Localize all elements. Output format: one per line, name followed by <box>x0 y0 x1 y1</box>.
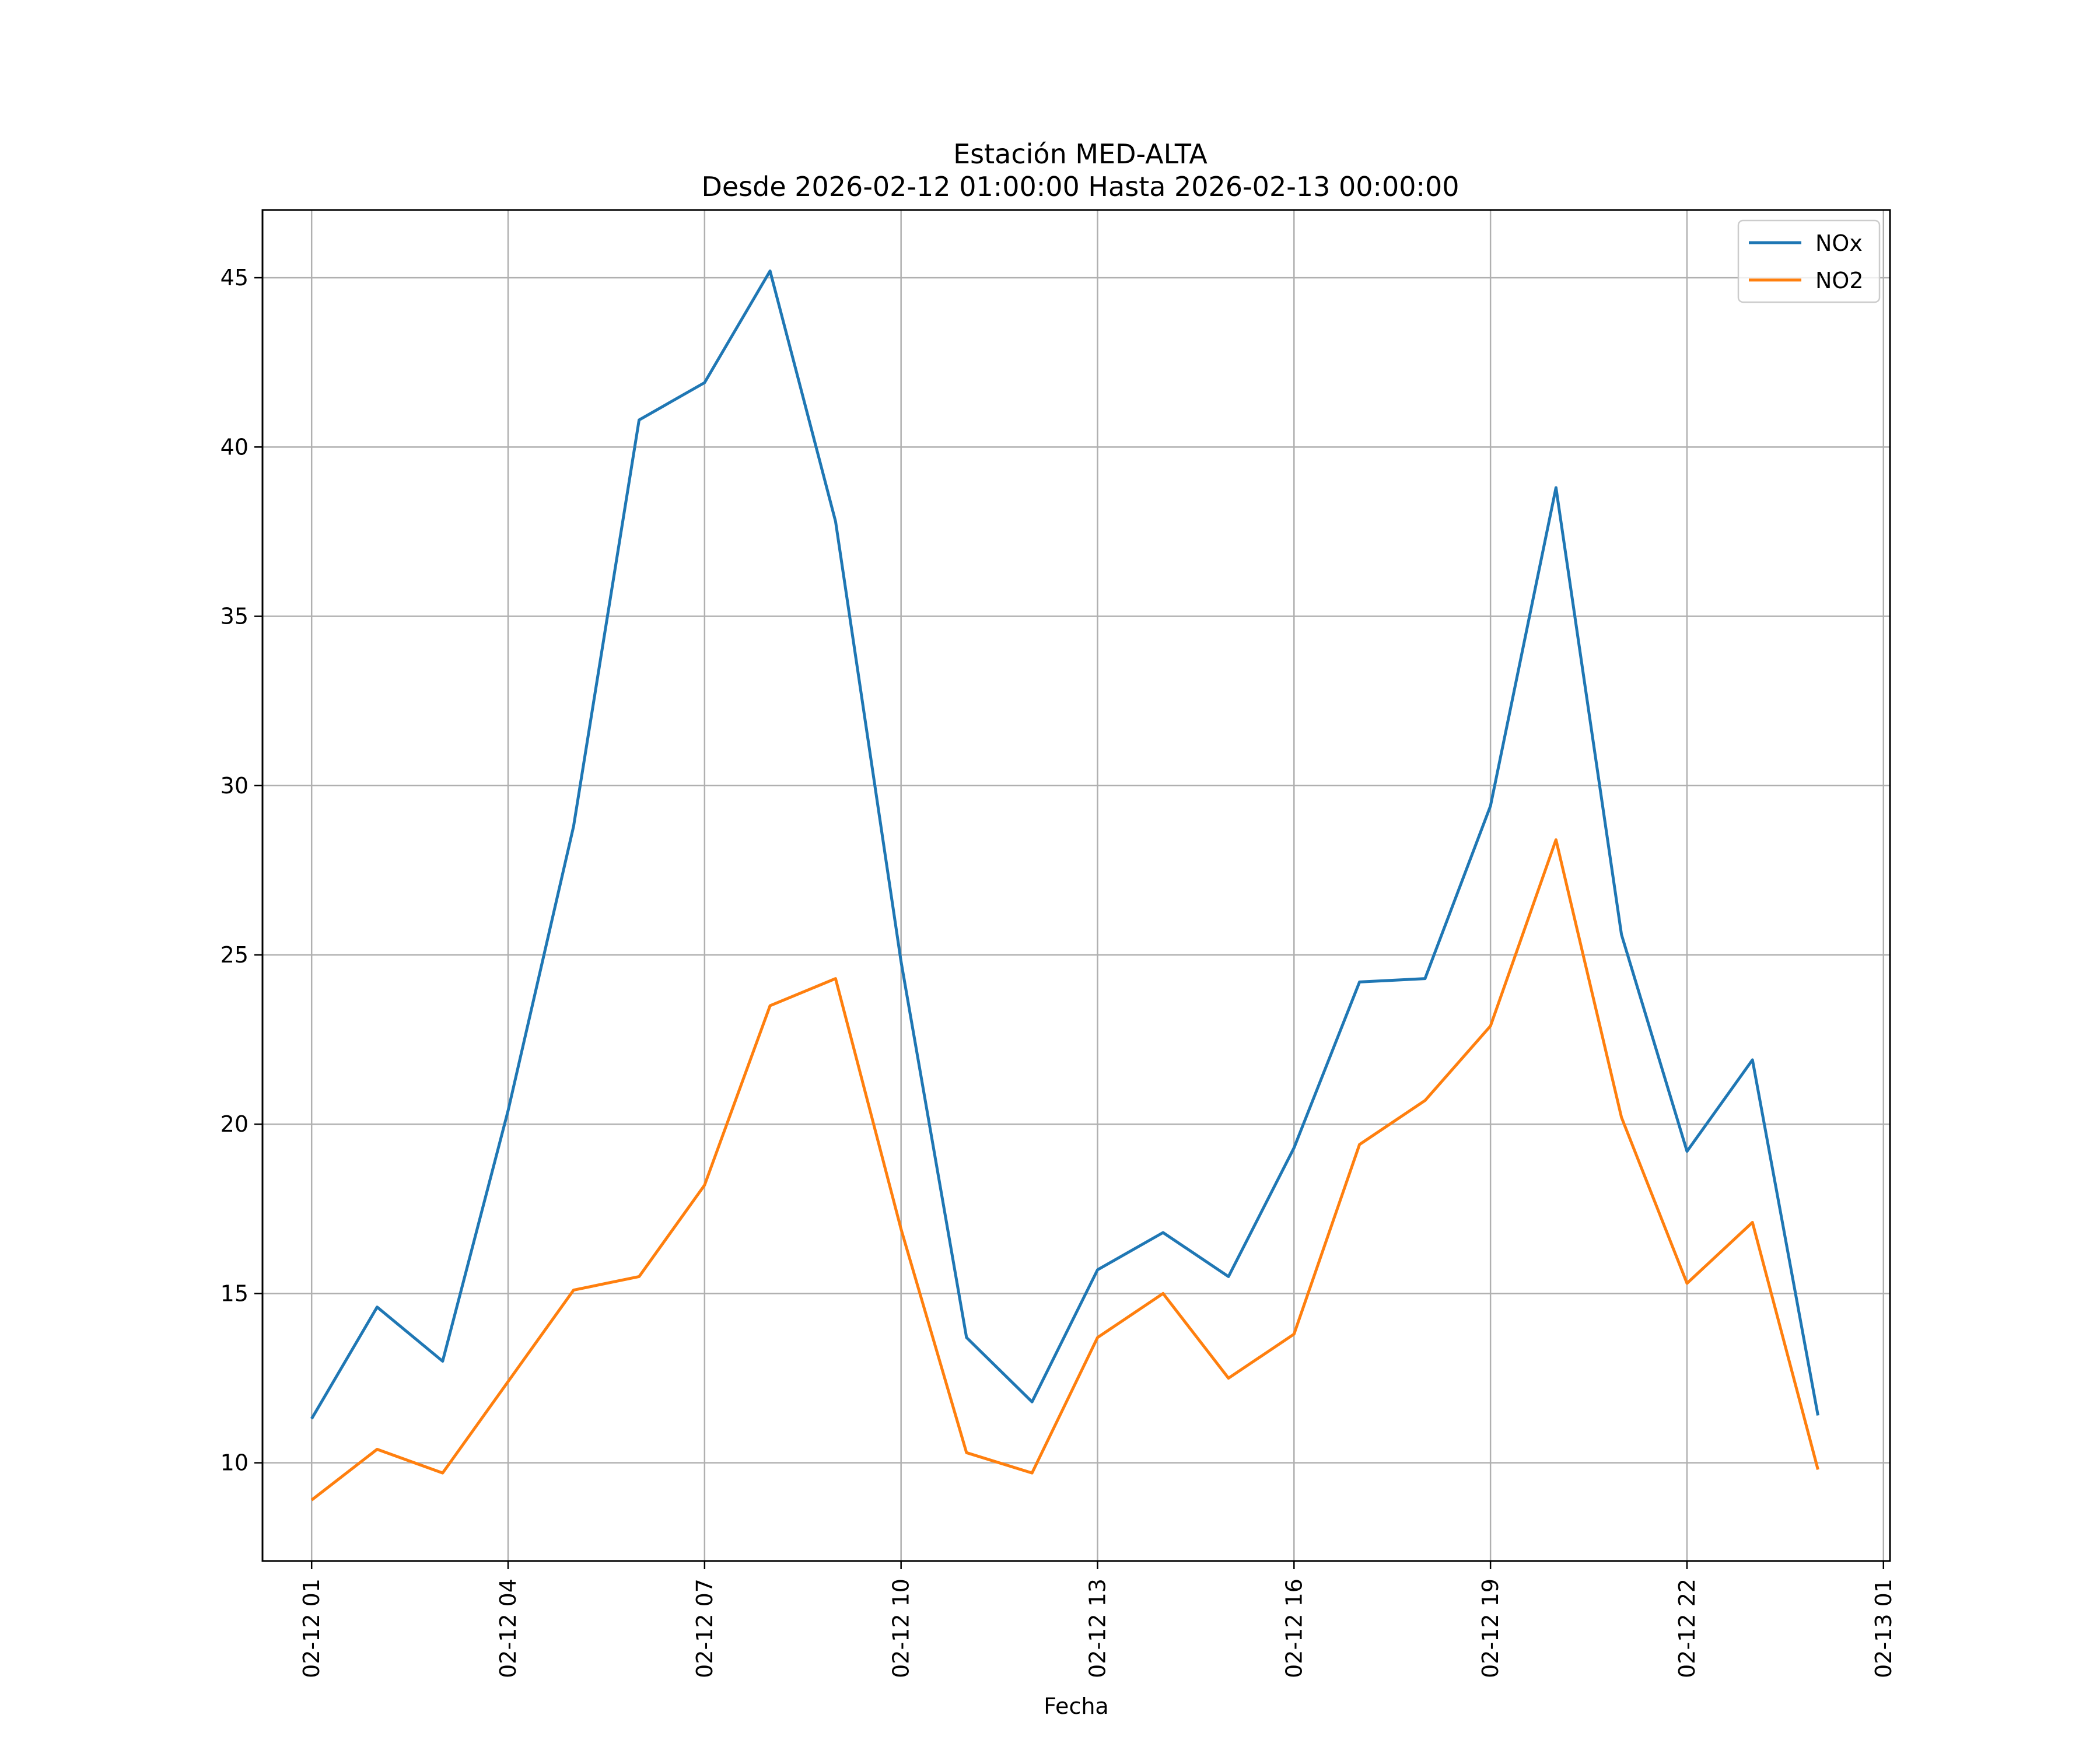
y-tick-label: 25 <box>220 942 249 968</box>
chart-title: Estación MED-ALTA <box>953 138 1208 170</box>
series-line-no2 <box>310 838 1819 1502</box>
chart-subtitle: Desde 2026-02-12 01:00:00 Hasta 2026-02-… <box>701 171 1459 202</box>
legend: NOx NO2 <box>1737 219 1881 303</box>
x-tick-label: 02-12 04 <box>495 1578 521 1678</box>
gridlines <box>262 210 1890 1561</box>
axis-ticks: 02-12 01 02-12 04 02-12 07 02-12 10 02-12 13… <box>220 265 1896 1678</box>
plot-frame <box>261 209 1891 1562</box>
y-tick-label: 45 <box>220 265 249 290</box>
y-tick-label: 35 <box>220 604 249 629</box>
legend-box <box>1737 219 1881 303</box>
x-tick-label: 02-13 01 <box>1871 1578 1896 1678</box>
x-tick-label: 02-12 16 <box>1281 1578 1307 1678</box>
y-tick-label: 15 <box>220 1280 249 1306</box>
legend-label-nox: NOx <box>1815 230 1863 256</box>
x-tick-label: 02-12 13 <box>1084 1578 1110 1678</box>
y-tick-label: 20 <box>220 1111 249 1137</box>
x-tick-label: 02-12 10 <box>888 1578 914 1678</box>
x-tick-label: 02-12 22 <box>1674 1578 1700 1678</box>
y-tick-label: 10 <box>220 1450 249 1476</box>
x-tick-label: 02-12 01 <box>299 1578 324 1678</box>
x-axis-label: Fecha <box>1044 1693 1108 1719</box>
y-tick-label: 40 <box>220 434 249 460</box>
series-lines <box>310 270 1819 1502</box>
legend-label-no2: NO2 <box>1815 268 1864 293</box>
y-tick-label: 30 <box>220 773 249 799</box>
series-line-nox <box>310 270 1819 1420</box>
x-tick-label: 02-12 07 <box>692 1578 718 1678</box>
x-tick-label: 02-12 19 <box>1478 1578 1503 1678</box>
